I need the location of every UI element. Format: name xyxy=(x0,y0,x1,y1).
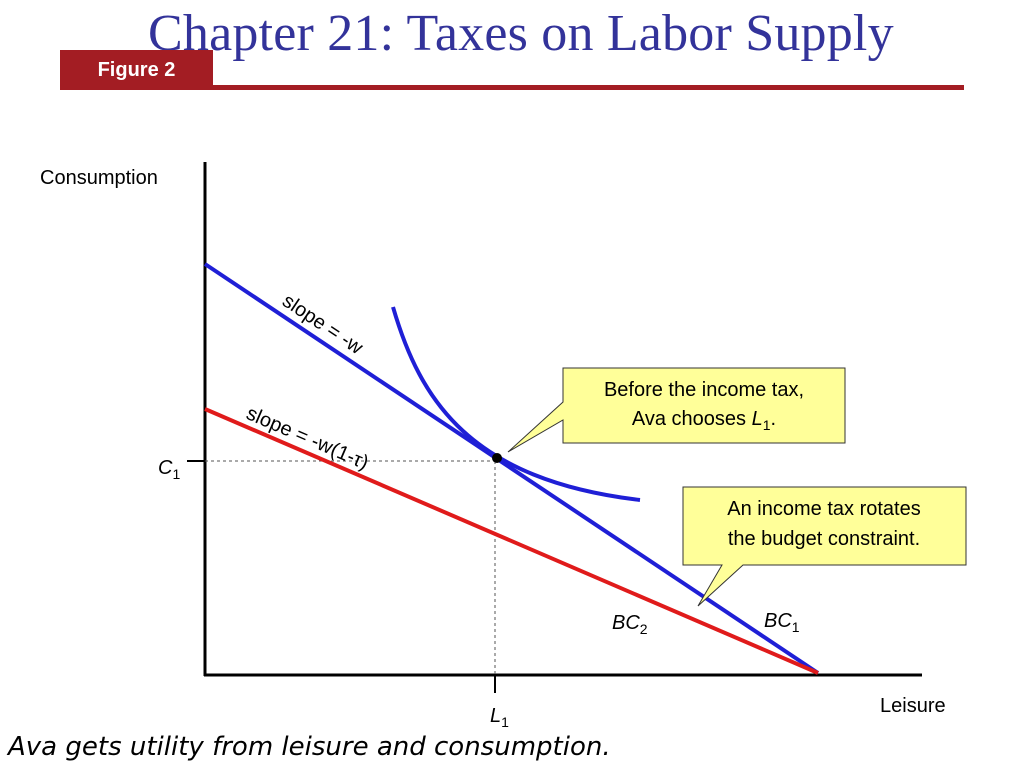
callout-tax-rotates-bubble xyxy=(682,486,967,607)
bc1-label-sub: 1 xyxy=(792,619,800,635)
bc2-label: BC2 xyxy=(612,612,648,637)
slope-bc1-label: slope = -w xyxy=(278,290,367,359)
callout-tax-rotates-line1: An income tax rotates xyxy=(727,498,920,520)
bc1-label-var: BC xyxy=(764,610,792,632)
l1-label-sub: 1 xyxy=(501,714,509,730)
callout-before-tax: Before the income tax, Ava chooses L1. xyxy=(507,367,846,453)
callout-tax-rotates-line2: the budget constraint. xyxy=(728,528,920,550)
callout-before-tax-line2: Ava chooses L1. xyxy=(632,408,776,433)
y-axis-label: Consumption xyxy=(40,167,158,189)
callout-line2-var: L xyxy=(752,408,763,430)
callout-line2-sub: 1 xyxy=(763,417,771,433)
c1-label-var: C xyxy=(158,457,173,479)
title-rule xyxy=(60,85,964,90)
slope-bc2-label: slope = -w(1-τ) xyxy=(243,402,372,474)
slide-caption: Ava gets utility from leisure and consum… xyxy=(8,732,611,762)
callout-line2-suffix: . xyxy=(771,408,777,430)
choice-point xyxy=(492,453,502,463)
c1-label-sub: 1 xyxy=(172,466,180,482)
bc1-label: BC1 xyxy=(764,610,800,635)
callout-before-tax-line1: Before the income tax, xyxy=(604,379,804,401)
l1-label-var: L xyxy=(490,705,501,727)
figure-badge: Figure 2 xyxy=(60,50,213,90)
bc1-line xyxy=(203,262,820,675)
callout-tax-rotates: An income tax rotates the budget constra… xyxy=(682,486,967,607)
bc2-line xyxy=(204,407,819,675)
callout-line2-prefix: Ava chooses xyxy=(632,408,752,430)
l1-label: L1 xyxy=(490,705,509,730)
indifference-curve xyxy=(391,306,641,502)
callout-before-tax-bubble xyxy=(507,367,846,453)
c1-label: C1 xyxy=(158,457,180,482)
slide-title: Chapter 21: Taxes on Labor Supply xyxy=(148,5,894,62)
bc2-label-sub: 2 xyxy=(640,621,648,637)
x-axis-label: Leisure xyxy=(880,695,946,717)
bc2-label-var: BC xyxy=(612,612,640,634)
